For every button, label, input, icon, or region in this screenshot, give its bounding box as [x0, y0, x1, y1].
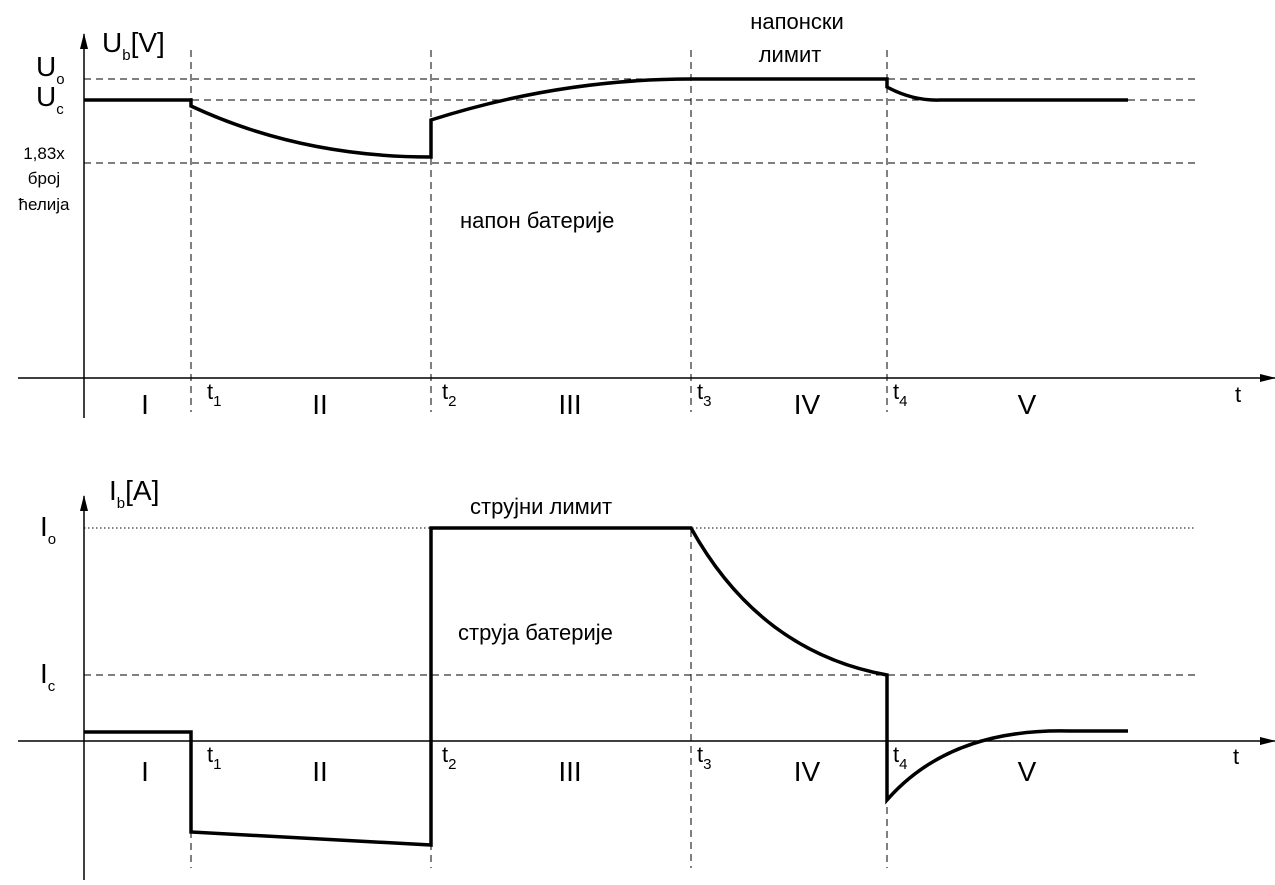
voltage-limit-label: напонски лимит	[750, 9, 844, 67]
low-level-label: 1,83x број ћелија	[19, 144, 71, 214]
phase-5-bottom: V	[1018, 756, 1037, 787]
svg-text:1,83x: 1,83x	[23, 144, 65, 163]
voltage-axis-label: Ub[V]	[102, 27, 165, 64]
x-axis-label-bottom: t	[1233, 744, 1239, 769]
t3-label-top: t3	[697, 379, 711, 410]
svg-text:ћелија: ћелија	[19, 195, 71, 214]
t3-label-bottom: t3	[697, 742, 711, 773]
t1-label-top: t1	[207, 379, 221, 410]
ic-label: Ic	[40, 658, 56, 695]
current-panel: Ib[A] Io Ic струјни лимит струја батериј…	[18, 475, 1275, 880]
phase-5-top: V	[1018, 389, 1037, 420]
voltage-panel: Ub[V] Uo Uc 1,83x број ћелија напон бате…	[18, 9, 1275, 420]
t4-label-top: t4	[893, 379, 907, 410]
t2-label-top: t2	[442, 379, 456, 410]
t1-label-bottom: t1	[207, 742, 221, 773]
phase-3-bottom: III	[558, 756, 581, 787]
phase-2-bottom: II	[312, 756, 328, 787]
svg-text:лимит: лимит	[759, 42, 822, 67]
t4-label-bottom: t4	[893, 742, 907, 773]
phase-1-bottom: I	[141, 756, 149, 787]
uc-label: Uc	[36, 81, 64, 118]
x-axis-label-top: t	[1235, 382, 1241, 407]
io-label: Io	[40, 511, 56, 548]
voltage-curve	[84, 77, 1128, 159]
phase-4-top: IV	[794, 389, 821, 420]
svg-text:број: број	[28, 169, 60, 188]
uo-label: Uo	[36, 51, 65, 88]
t2-label-bottom: t2	[442, 742, 456, 773]
phase-2-top: II	[312, 389, 328, 420]
current-limit-label: струјни лимит	[470, 494, 612, 519]
phase-3-top: III	[558, 389, 581, 420]
current-curve	[84, 526, 1128, 847]
voltage-curve-label: напон батерије	[460, 208, 614, 233]
current-axis-label: Ib[A]	[109, 475, 159, 512]
svg-text:напонски: напонски	[750, 9, 844, 34]
phase-4-bottom: IV	[794, 756, 821, 787]
phase-1-top: I	[141, 389, 149, 420]
current-curve-label: струја батерије	[458, 620, 613, 645]
